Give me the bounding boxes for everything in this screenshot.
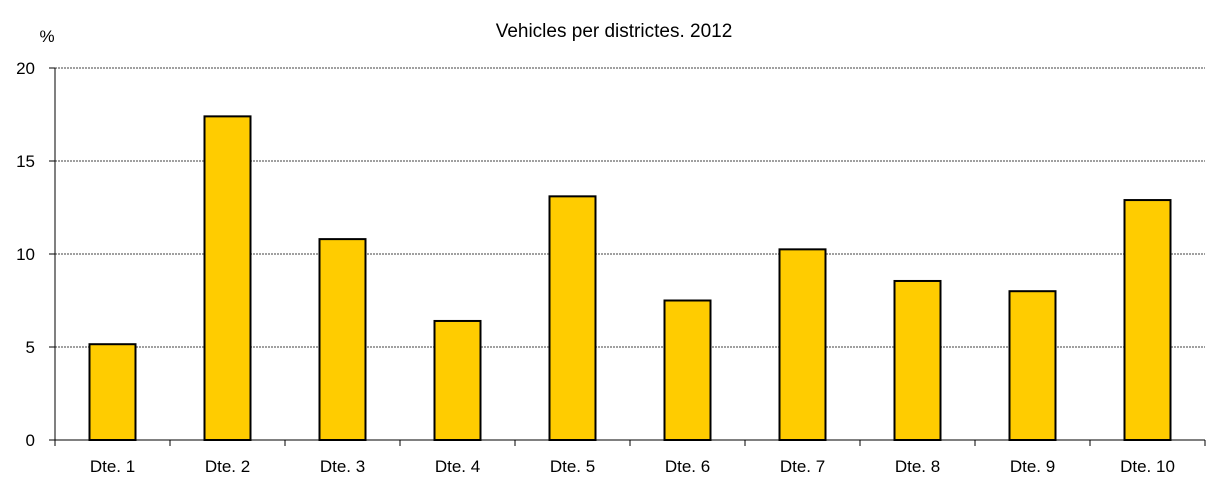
x-tick-label: Dte. 4 — [435, 457, 480, 476]
y-axis-label: % — [39, 27, 54, 46]
bar — [548, 195, 597, 441]
x-tick-label: Dte. 2 — [205, 457, 250, 476]
y-tick-label: 5 — [26, 338, 35, 357]
bar — [1008, 290, 1057, 442]
x-tick-label: Dte. 8 — [895, 457, 940, 476]
axes — [49, 67, 1206, 446]
x-tick-label: Dte. 10 — [1120, 457, 1175, 476]
x-tick-label: Dte. 7 — [780, 457, 825, 476]
bar — [318, 238, 367, 441]
bar — [778, 248, 827, 441]
y-tick-labels: 0 5 10 15 20 — [16, 59, 35, 450]
bars — [88, 115, 1172, 442]
y-tick-label: 0 — [26, 431, 35, 450]
bar — [203, 115, 252, 442]
x-tick-labels: Dte. 1 Dte. 2 Dte. 3 Dte. 4 Dte. 5 Dte. 6 Dte.… — [90, 457, 1175, 476]
y-tick-label: 20 — [16, 59, 35, 78]
bar — [663, 299, 712, 441]
x-tick-label: Dte. 9 — [1010, 457, 1055, 476]
x-tick-label: Dte. 6 — [665, 457, 710, 476]
x-tick-label: Dte. 1 — [90, 457, 135, 476]
bar — [893, 279, 942, 441]
x-tick-label: Dte. 5 — [550, 457, 595, 476]
y-tick-label: 10 — [16, 245, 35, 264]
bar — [1123, 199, 1172, 441]
y-tick-label: 15 — [16, 152, 35, 171]
x-tick-label: Dte. 3 — [320, 457, 365, 476]
bar — [433, 319, 482, 441]
chart-title: Vehicles per districtes. 2012 — [496, 21, 733, 42]
bar — [88, 343, 137, 441]
